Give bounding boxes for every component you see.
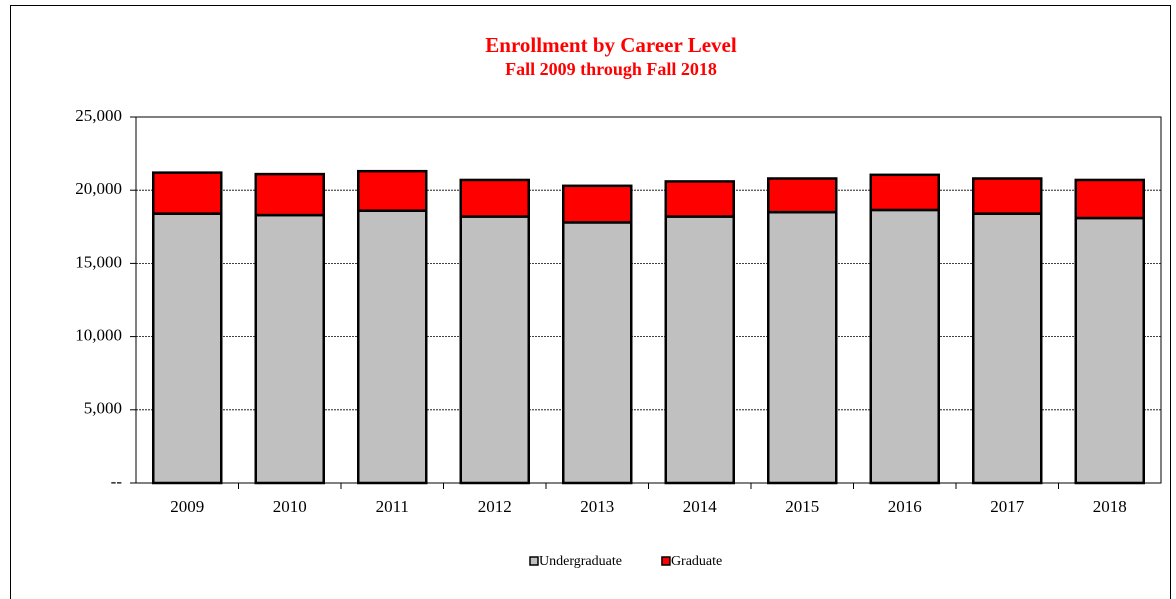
y-tick-label: 10,000 [75, 326, 122, 345]
y-tick-label: 5,000 [84, 399, 122, 418]
chart-title: Enrollment by Career Level [485, 33, 737, 57]
bar-segment [152, 212, 223, 485]
bar-segment [459, 215, 530, 485]
bar-segment [562, 184, 633, 224]
bar-segment [972, 212, 1043, 485]
x-tick-label: 2013 [580, 497, 614, 516]
y-tick-label: 25,000 [75, 106, 122, 125]
bar-segment [664, 180, 735, 218]
bar-segment [459, 178, 530, 218]
legend-swatch [529, 556, 539, 566]
bar-segment [767, 210, 838, 485]
y-tick-label: -- [111, 472, 123, 491]
bar-segment [664, 215, 735, 485]
legend-label: Undergraduate [539, 554, 622, 569]
x-tick-label: 2015 [785, 497, 819, 516]
x-tick-label: 2009 [170, 497, 204, 516]
bar-segment [869, 173, 940, 212]
x-tick-label: 2014 [683, 497, 718, 516]
bar-segment [972, 177, 1043, 215]
chart-subtitle: Fall 2009 through Fall 2018 [505, 59, 717, 79]
x-tick-label: 2010 [273, 497, 307, 516]
legend-label: Graduate [671, 554, 722, 569]
x-tick-label: 2018 [1093, 497, 1127, 516]
x-tick-label: 2016 [888, 497, 922, 516]
bar-segment [254, 172, 325, 217]
y-tick-label: 15,000 [75, 252, 122, 271]
bar-segment [869, 208, 940, 485]
x-tick-label: 2017 [990, 497, 1025, 516]
y-tick-label: 20,000 [75, 179, 122, 198]
bar-segment [152, 171, 223, 215]
bar-segment [254, 213, 325, 485]
bar-segment [767, 177, 838, 214]
bar-segment [357, 209, 428, 485]
bar-segment [357, 169, 428, 212]
bar-segment [1074, 216, 1145, 485]
x-tick-label: 2012 [478, 497, 512, 516]
x-tick-label: 2011 [376, 497, 409, 516]
bar-segment [562, 221, 633, 485]
bar-segment [1074, 178, 1145, 220]
legend-swatch [661, 556, 671, 566]
